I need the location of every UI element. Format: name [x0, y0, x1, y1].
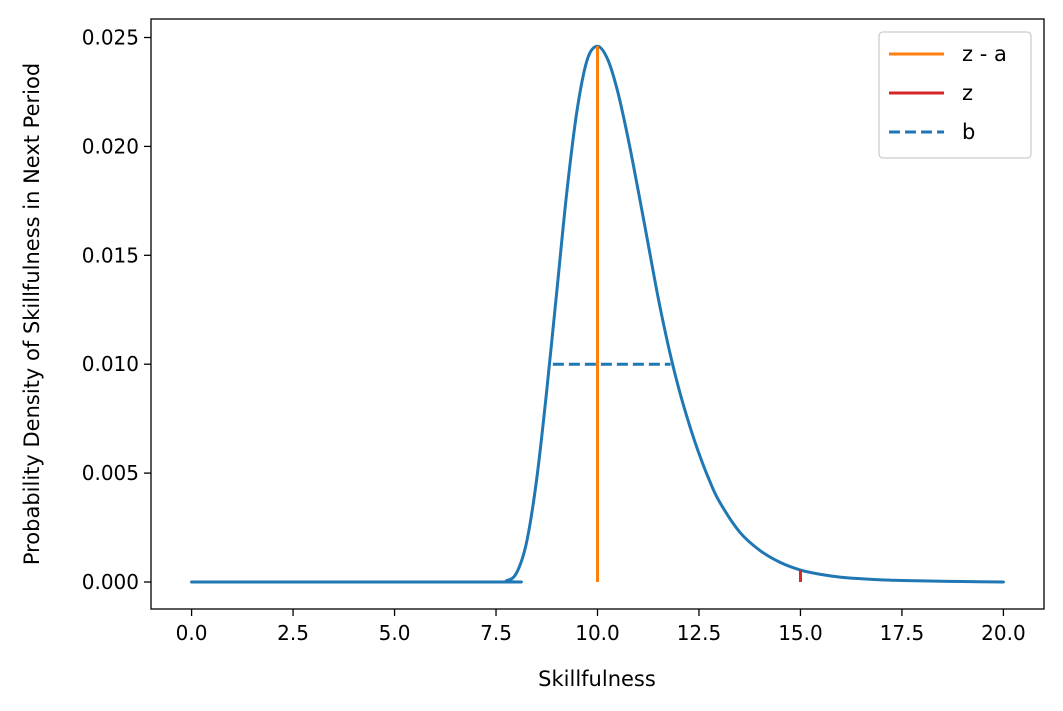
y-axis: 0.000 0.005 0.010 0.015 0.020 0.025: [82, 26, 151, 594]
y-tick-label: 0.025: [82, 26, 139, 50]
legend: z - a zb: [878, 31, 1032, 159]
x-tick-label: 12.5: [677, 621, 722, 645]
legend-box: [878, 31, 1032, 159]
y-tick-label: 0.005: [82, 461, 139, 485]
y-tick-label: 0.010: [82, 352, 139, 376]
x-tick-label: 10.0: [575, 621, 620, 645]
x-tick-label: 15.0: [778, 621, 823, 645]
y-axis-label: Probability Density of Skillfulness in N…: [20, 63, 44, 565]
y-tick-label: 0.020: [82, 134, 139, 158]
y-tick-label: 0.015: [82, 243, 139, 267]
x-tick-label: 5.0: [379, 621, 411, 645]
y-tick-label: 0.000: [82, 570, 139, 594]
plot-layer: [190, 44, 1005, 584]
x-axis-label: Skillfulness: [538, 667, 656, 691]
density-curve: [190, 44, 1005, 584]
legend-label: z: [962, 81, 973, 105]
x-tick-label: 20.0: [981, 621, 1026, 645]
legend-label: b: [962, 120, 975, 144]
legend-label: z - a: [962, 42, 1007, 66]
x-axis: 0.0 2.5 5.0 7.5 10.0 12.5 15.0 17.5 20.0: [176, 609, 1026, 645]
x-tick-label: 17.5: [880, 621, 925, 645]
x-tick-label: 2.5: [277, 621, 309, 645]
x-tick-label: 0.0: [176, 621, 208, 645]
x-tick-label: 7.5: [480, 621, 512, 645]
